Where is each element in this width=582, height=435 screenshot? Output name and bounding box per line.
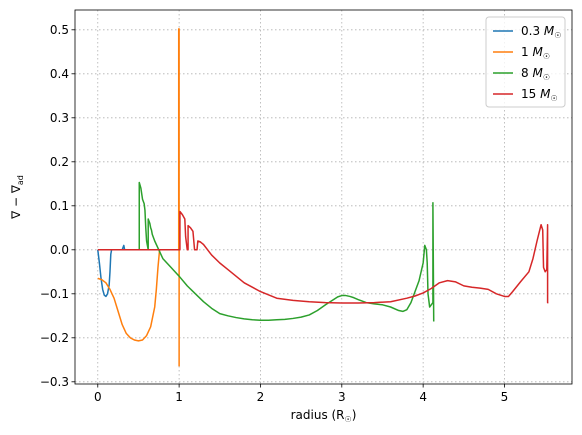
x-axis-label-tail: ) (352, 408, 357, 422)
legend-label-unit: M (532, 45, 543, 59)
y-tick-label: 0.0 (50, 243, 69, 257)
grid-layer (75, 10, 572, 384)
y-tick-label: 0.1 (50, 199, 69, 213)
legend-label-subscript: ☉ (550, 94, 557, 103)
legend-label-value: 1 (521, 45, 532, 59)
x-tick-label: 4 (419, 390, 427, 404)
y-tick-label: 0.4 (50, 67, 69, 81)
x-tick-label: 1 (175, 390, 183, 404)
series-layer (97, 28, 549, 367)
legend-label-subscript: ☉ (543, 73, 550, 82)
series-line-1 (97, 28, 180, 367)
x-tick-label: 3 (338, 390, 346, 404)
series-line-2 (130, 181, 435, 322)
y-axis-label-subscript: ad (16, 175, 25, 185)
legend-label-1: 1 M☉ (521, 45, 550, 61)
legend-label-unit: M (544, 24, 555, 38)
x-tick-label: 0 (94, 390, 102, 404)
y-tick-label: 0.2 (50, 155, 69, 169)
x-axis-label: radius (R☉) (291, 408, 357, 424)
legend-label-0: 0.3 M☉ (521, 24, 561, 40)
legend-label-value: 15 (521, 87, 540, 101)
y-tick-label: −0.1 (40, 287, 69, 301)
plot-frame (74, 9, 573, 385)
x-tick-label: 5 (501, 390, 509, 404)
y-tick-label: 0.3 (50, 111, 69, 125)
legend-label-unit: M (532, 66, 543, 80)
x-tick-label: 2 (257, 390, 265, 404)
legend-label-subscript: ☉ (554, 31, 561, 40)
legend-label-3: 15 M☉ (521, 87, 558, 103)
series-line-0 (97, 244, 128, 298)
legend-label-2: 8 M☉ (521, 66, 550, 82)
x-axis-label-subscript: ☉ (345, 415, 352, 424)
legend-label-value: 8 (521, 66, 532, 80)
y-tick-label: 0.5 (50, 23, 69, 37)
series-line-3 (97, 210, 549, 304)
ticks-layer: 0 1 2 3 4 5 −0.3 −0.2 −0.1 0.0 0.1 0.2 0.3 0.4 0.5 (40, 23, 508, 404)
legend-label-subscript: ☉ (543, 52, 550, 61)
legend-label-unit: M (540, 87, 551, 101)
y-tick-label: −0.2 (40, 331, 69, 345)
y-axis-label: ∇ − ∇ad (9, 175, 25, 220)
y-axis-label-text: ∇ − ∇ (9, 184, 23, 220)
legend: 0.3 M☉1 M☉8 M☉15 M☉ (485, 16, 566, 108)
legend-label-value: 0.3 (521, 24, 544, 38)
y-tick-label: −0.3 (40, 375, 69, 389)
legend-box (485, 16, 566, 108)
x-axis-label-text: radius (R (291, 408, 345, 422)
